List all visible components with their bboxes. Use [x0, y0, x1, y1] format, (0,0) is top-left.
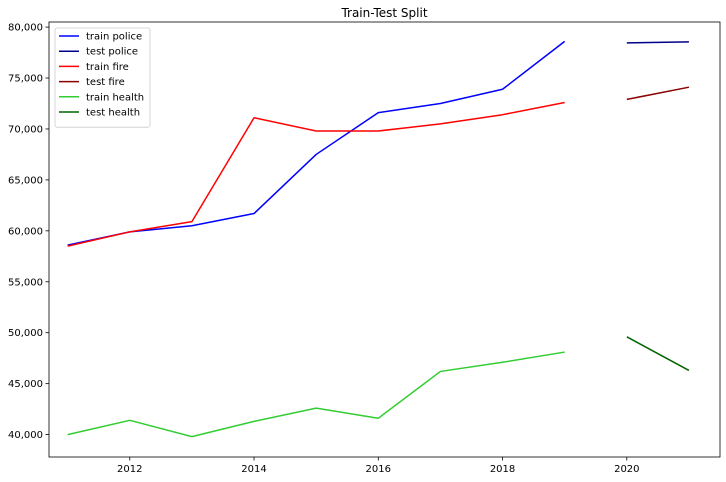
legend-label: train police — [86, 32, 142, 43]
y-tick-label: 55,000 — [8, 277, 43, 288]
series-line-test-health — [626, 336, 690, 372]
y-tick-label: 50,000 — [8, 328, 43, 339]
series-line-train-police — [67, 40, 566, 246]
plot-frame — [48, 21, 721, 458]
legend: train police test police train fire test fi… — [54, 27, 151, 128]
legend-label: train fire — [86, 62, 129, 73]
legend-label: test fire — [86, 77, 125, 88]
series-line-train-health — [67, 351, 565, 438]
x-tick-label: 2020 — [614, 464, 639, 475]
chart-title: Train-Test Split — [340, 6, 427, 20]
y-tick-label: 60,000 — [8, 226, 43, 237]
axes-layer: 2012 2014 2016 2018 2020 40,000 45,000 50,000 55… — [8, 21, 721, 475]
x-tick-label: 2018 — [490, 464, 515, 475]
x-tick-label: 2016 — [366, 464, 391, 475]
series-layer — [67, 40, 690, 438]
y-tick-label: 65,000 — [8, 175, 43, 186]
legend-label: test health — [86, 108, 140, 119]
y-tick-label: 70,000 — [8, 124, 43, 135]
y-tick-label: 75,000 — [8, 74, 43, 85]
legend-box — [54, 27, 151, 128]
y-tick-label: 45,000 — [8, 379, 43, 390]
x-tick-label: 2012 — [117, 464, 142, 475]
series-line-test-police — [626, 41, 689, 44]
legend-label: train health — [86, 92, 144, 103]
y-tick-label: 40,000 — [8, 430, 43, 441]
y-tick-label: 80,000 — [8, 23, 43, 34]
x-tick-label: 2014 — [241, 464, 266, 475]
series-line-train-fire — [67, 101, 565, 247]
legend-label: test police — [86, 47, 138, 58]
series-line-test-fire — [626, 86, 690, 101]
